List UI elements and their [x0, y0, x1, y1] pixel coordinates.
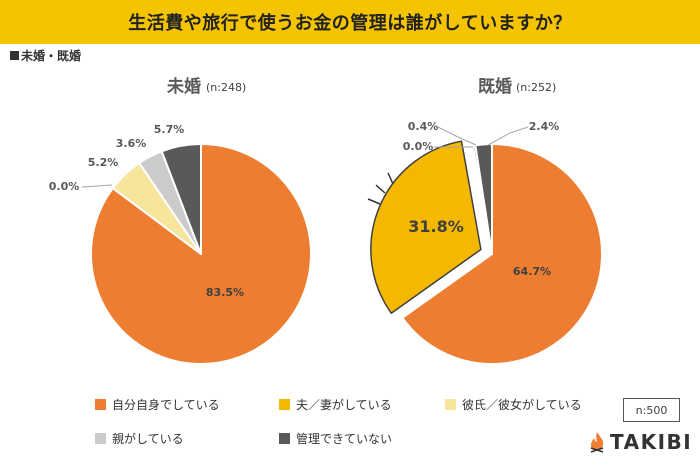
- legend-swatch-spouse: [279, 399, 290, 410]
- pie-1-label-parent: 3.6%: [116, 137, 147, 150]
- sample-size-box: n:500: [623, 398, 680, 422]
- legend-label-self: 自分自身でしている: [112, 398, 220, 412]
- pie-1-leader-spouse: [81, 184, 113, 188]
- legend-item-self: 自分自身でしている: [95, 396, 220, 413]
- pie-1-label-partner: 5.2%: [88, 156, 119, 169]
- square-icon: [10, 51, 19, 60]
- legend-item-none: 管理できていない: [279, 430, 392, 447]
- pie-2-label-partner: 0.0%: [403, 140, 434, 153]
- chart-2-sample: (n:252): [516, 81, 556, 94]
- section-label: 未婚・既婚: [10, 47, 81, 64]
- legend-swatch-parent: [95, 433, 106, 444]
- section-label-text: 未婚・既婚: [21, 49, 82, 63]
- emphasis-burst-icon: [367, 172, 394, 205]
- pie-2-label-spouse: 31.8%: [408, 217, 464, 236]
- pie-2-slice-spouse: [370, 140, 482, 314]
- pie-2-label-parent: 0.4%: [408, 120, 439, 133]
- sample-size-text: n:500: [635, 403, 668, 417]
- flame-icon: [590, 432, 604, 453]
- chart-2-title: 既婚: [478, 76, 512, 97]
- pie-2-leader-none: [487, 126, 529, 146]
- pie-1-slice-none: [160, 143, 202, 255]
- pie-2-slice-self: [401, 143, 603, 365]
- brand-logo: TAKIBI: [588, 430, 692, 454]
- page-title: 生活費や旅行で使うお金の管理は誰がしていますか？: [128, 13, 572, 34]
- legend-label-spouse: 夫／妻がしている: [296, 398, 392, 412]
- pie-2-leader-parent: [437, 126, 477, 146]
- legend-item-parent: 親がしている: [95, 430, 184, 447]
- legend-label-parent: 親がしている: [112, 432, 184, 446]
- brand-name: TAKIBI: [610, 430, 693, 454]
- pie-chart-unmarried: [90, 143, 312, 365]
- legend-item-partner: 彼氏／彼女がしている: [445, 396, 582, 413]
- pie-1-label-spouse: 0.0%: [49, 180, 80, 193]
- pie-2-label-self: 64.7%: [513, 265, 551, 278]
- chart-1-sample: (n:248): [206, 81, 246, 94]
- title-bar: 生活費や旅行で使うお金の管理は誰がしていますか？: [0, 0, 700, 44]
- pie-1-label-none: 5.7%: [154, 123, 185, 136]
- legend-swatch-self: [95, 399, 106, 410]
- pie-chart-married: [370, 140, 603, 365]
- legend-swatch-none: [279, 433, 290, 444]
- legend-item-spouse: 夫／妻がしている: [279, 396, 392, 413]
- legend-swatch-partner: [445, 399, 456, 410]
- legend-label-partner: 彼氏／彼女がしている: [462, 398, 582, 412]
- pie-2-label-none: 2.4%: [529, 120, 560, 133]
- pie-1-label-self: 83.5%: [206, 286, 244, 299]
- chart-1-title: 未婚: [166, 76, 201, 97]
- legend-label-none: 管理できていない: [296, 432, 393, 446]
